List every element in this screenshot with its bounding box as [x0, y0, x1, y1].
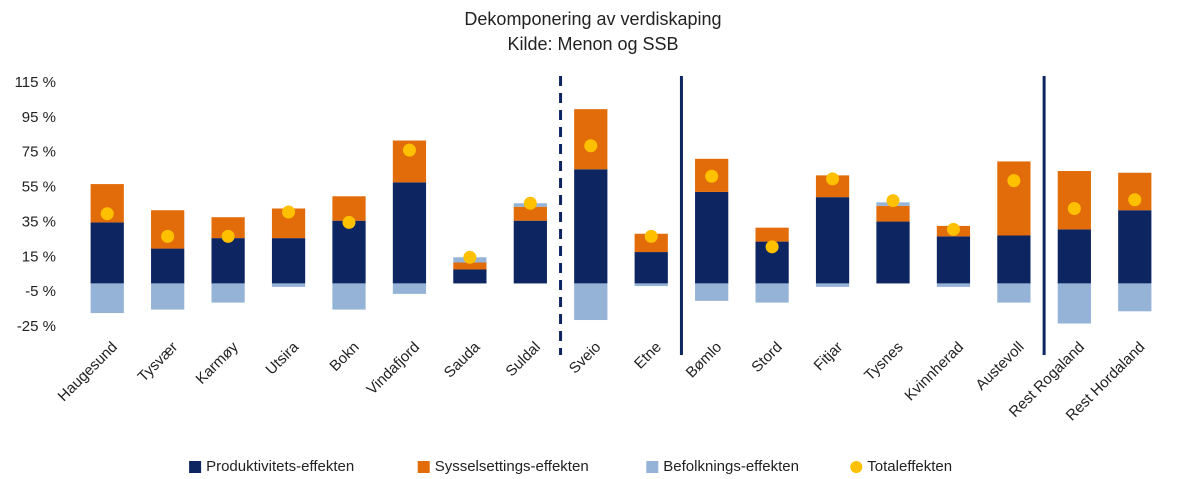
bar-segment — [574, 169, 608, 284]
legend-label: Totaleffekten — [867, 458, 952, 475]
bar-segment — [392, 283, 427, 294]
bar-segment — [453, 269, 487, 284]
x-tick-label: Tysvær — [135, 339, 182, 386]
total-dot — [705, 169, 719, 183]
bar-segment — [271, 238, 306, 284]
bar-segment — [574, 283, 608, 321]
total-dot — [1067, 201, 1081, 215]
total-dot — [523, 196, 537, 210]
total-dot — [221, 229, 235, 243]
bar-segment — [90, 222, 124, 284]
total-dot — [765, 240, 779, 254]
bar-segment — [1118, 210, 1152, 284]
total-dot — [463, 250, 477, 264]
bar-segment — [392, 182, 427, 284]
x-tick-label: Fitjar — [811, 339, 847, 375]
y-tick-label: 115 % — [15, 74, 56, 91]
bar-segment — [1057, 171, 1091, 230]
legend-label: Sysselsettings-effekten — [435, 458, 589, 475]
x-tick-label: Vindafjord — [363, 339, 423, 399]
bar-segment — [755, 283, 789, 303]
y-tick-label: -5 % — [25, 283, 56, 300]
bar-segment — [634, 252, 668, 284]
bar-segment — [815, 283, 850, 287]
total-dot — [1007, 174, 1021, 188]
x-tick-label: Stord — [748, 339, 785, 376]
bar-segment — [997, 161, 1031, 236]
bar-segment — [211, 283, 245, 303]
y-tick-label: 55 % — [22, 179, 56, 196]
x-tick-label: Haugesund — [55, 339, 121, 405]
total-dot — [100, 207, 114, 221]
bar-segment — [574, 109, 608, 170]
chart-title: Dekomponering av verdiskaping — [464, 9, 721, 29]
bar-segment — [1118, 283, 1152, 312]
total-dot — [644, 229, 658, 243]
bar-segment — [815, 175, 850, 198]
bar-segment — [211, 217, 245, 239]
total-dot — [1128, 193, 1142, 207]
total-dot — [886, 194, 900, 208]
bar-segment — [151, 248, 185, 284]
y-tick-label: 95 % — [22, 109, 56, 126]
total-dot — [946, 222, 960, 236]
bar-segment — [513, 220, 547, 284]
legend-label: Produktivitets-effekten — [206, 458, 354, 475]
bar-segment — [634, 283, 668, 287]
bar-segment — [1057, 283, 1091, 324]
bar-segment — [513, 206, 547, 221]
legend-marker — [417, 461, 430, 473]
x-tick-label: Austevoll — [972, 339, 1027, 394]
chart-subtitle: Kilde: Menon og SSB — [507, 34, 678, 54]
x-tick-label: Suldal — [502, 339, 544, 381]
y-tick-label: 35 % — [22, 213, 56, 230]
bar-segment — [695, 283, 729, 301]
bar-segment — [151, 283, 185, 310]
x-tick-label: Sveio — [566, 339, 605, 378]
total-dot — [282, 205, 296, 219]
bar-segment — [876, 205, 910, 222]
x-tick-label: Tysnes — [861, 339, 907, 385]
bar-segment — [997, 283, 1031, 303]
total-dot — [584, 139, 598, 153]
x-tick-label: Utsira — [262, 338, 302, 378]
total-dot — [826, 172, 840, 186]
bar-segment — [90, 283, 124, 314]
bar-segment — [211, 238, 245, 284]
total-dot — [161, 229, 175, 243]
bar-segment — [634, 233, 668, 253]
y-tick-label: 15 % — [22, 248, 56, 265]
x-tick-label: Sauda — [441, 338, 484, 381]
bar-segment — [997, 235, 1031, 284]
total-dot — [402, 143, 416, 157]
bar-segment — [695, 191, 729, 284]
bar-segment — [936, 236, 971, 284]
bar-segment — [332, 283, 366, 310]
x-tick-label: Karmøy — [193, 338, 242, 387]
x-tick-label: Etne — [631, 339, 665, 373]
bar-segment — [755, 227, 789, 242]
bar-segment — [936, 283, 971, 287]
x-tick-label: Bømlo — [683, 339, 726, 382]
y-tick-label: 75 % — [22, 144, 56, 161]
x-tick-label: Bokn — [326, 339, 362, 375]
bar-segment — [453, 262, 487, 270]
bar-segment — [876, 221, 910, 284]
bar-segment — [1057, 229, 1091, 284]
legend-marker — [189, 461, 202, 473]
bar-segment — [815, 197, 850, 284]
legend-marker — [850, 461, 863, 473]
legend-label: Befolknings-effekten — [663, 458, 799, 475]
x-tick-label: Kvinnherad — [901, 339, 967, 405]
total-dot — [342, 215, 356, 229]
legend-marker — [646, 461, 659, 473]
bar-segment — [271, 283, 306, 287]
bar-segment — [332, 220, 366, 284]
y-tick-label: -25 % — [17, 318, 56, 335]
